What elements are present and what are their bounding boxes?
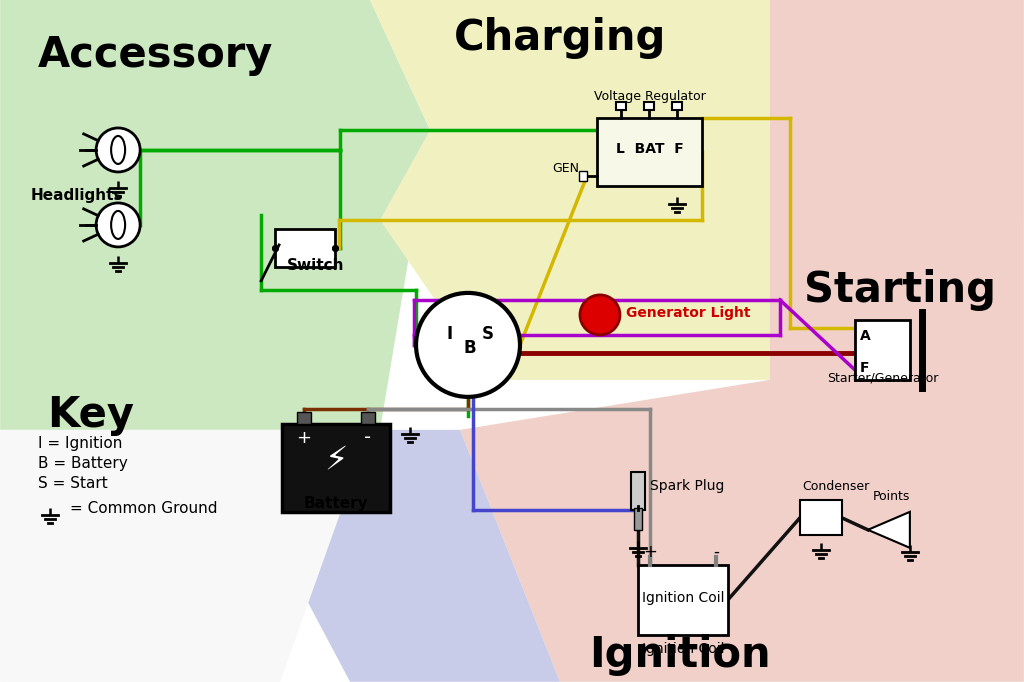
Bar [634,508,642,530]
Text: Ignition: Ignition [589,634,771,676]
Ellipse shape [112,136,125,164]
Bar [638,565,728,635]
Polygon shape [370,0,1024,380]
Text: Points: Points [872,490,910,503]
Polygon shape [0,430,370,682]
Text: GEN: GEN [552,162,579,175]
Text: = Common Ground: = Common Ground [70,501,218,516]
Bar [282,424,390,512]
Circle shape [96,128,140,172]
Bar [673,102,682,110]
Text: B: B [464,339,476,357]
Text: Key: Key [47,394,133,436]
Text: Condenser: Condenser [802,480,869,493]
Bar [275,229,335,267]
Bar [631,472,645,510]
Circle shape [580,295,620,335]
Text: Ignition Coil: Ignition Coil [642,642,724,656]
Text: I = Ignition: I = Ignition [38,436,123,451]
Text: -: - [713,543,719,561]
Text: +: + [643,543,656,561]
Text: ⚡: ⚡ [325,443,348,476]
Text: Voltage Regulator: Voltage Regulator [594,90,706,103]
Polygon shape [281,430,560,682]
Bar [597,118,701,186]
Ellipse shape [112,211,125,239]
Text: I: I [446,325,453,343]
Text: +: + [297,429,311,447]
Text: -: - [365,428,372,447]
Text: Battery: Battery [304,496,369,511]
Text: Starter/Generator: Starter/Generator [826,372,938,385]
Text: Spark Plug: Spark Plug [650,479,724,493]
Text: Switch: Switch [287,258,344,273]
Bar [297,412,311,424]
Polygon shape [0,0,430,430]
Text: A: A [860,329,870,343]
Text: Headlights: Headlights [30,188,123,203]
Circle shape [416,293,520,397]
Polygon shape [868,512,910,548]
Bar [855,320,910,380]
Bar [616,102,627,110]
Text: Generator Light: Generator Light [626,306,751,320]
Bar [361,412,375,424]
Text: B = Battery: B = Battery [38,456,128,471]
Text: Accessory: Accessory [38,34,272,76]
Text: Ignition Coil: Ignition Coil [642,591,724,605]
Bar [800,501,842,535]
Text: S = Start: S = Start [38,476,108,491]
Polygon shape [460,0,1024,682]
Text: Charging: Charging [454,17,667,59]
Text: L  BAT  F: L BAT F [615,142,683,156]
Text: Starting: Starting [804,269,996,311]
Bar [644,102,654,110]
Bar [579,171,587,181]
Text: S: S [482,325,494,343]
Circle shape [96,203,140,247]
Text: F: F [860,361,869,375]
